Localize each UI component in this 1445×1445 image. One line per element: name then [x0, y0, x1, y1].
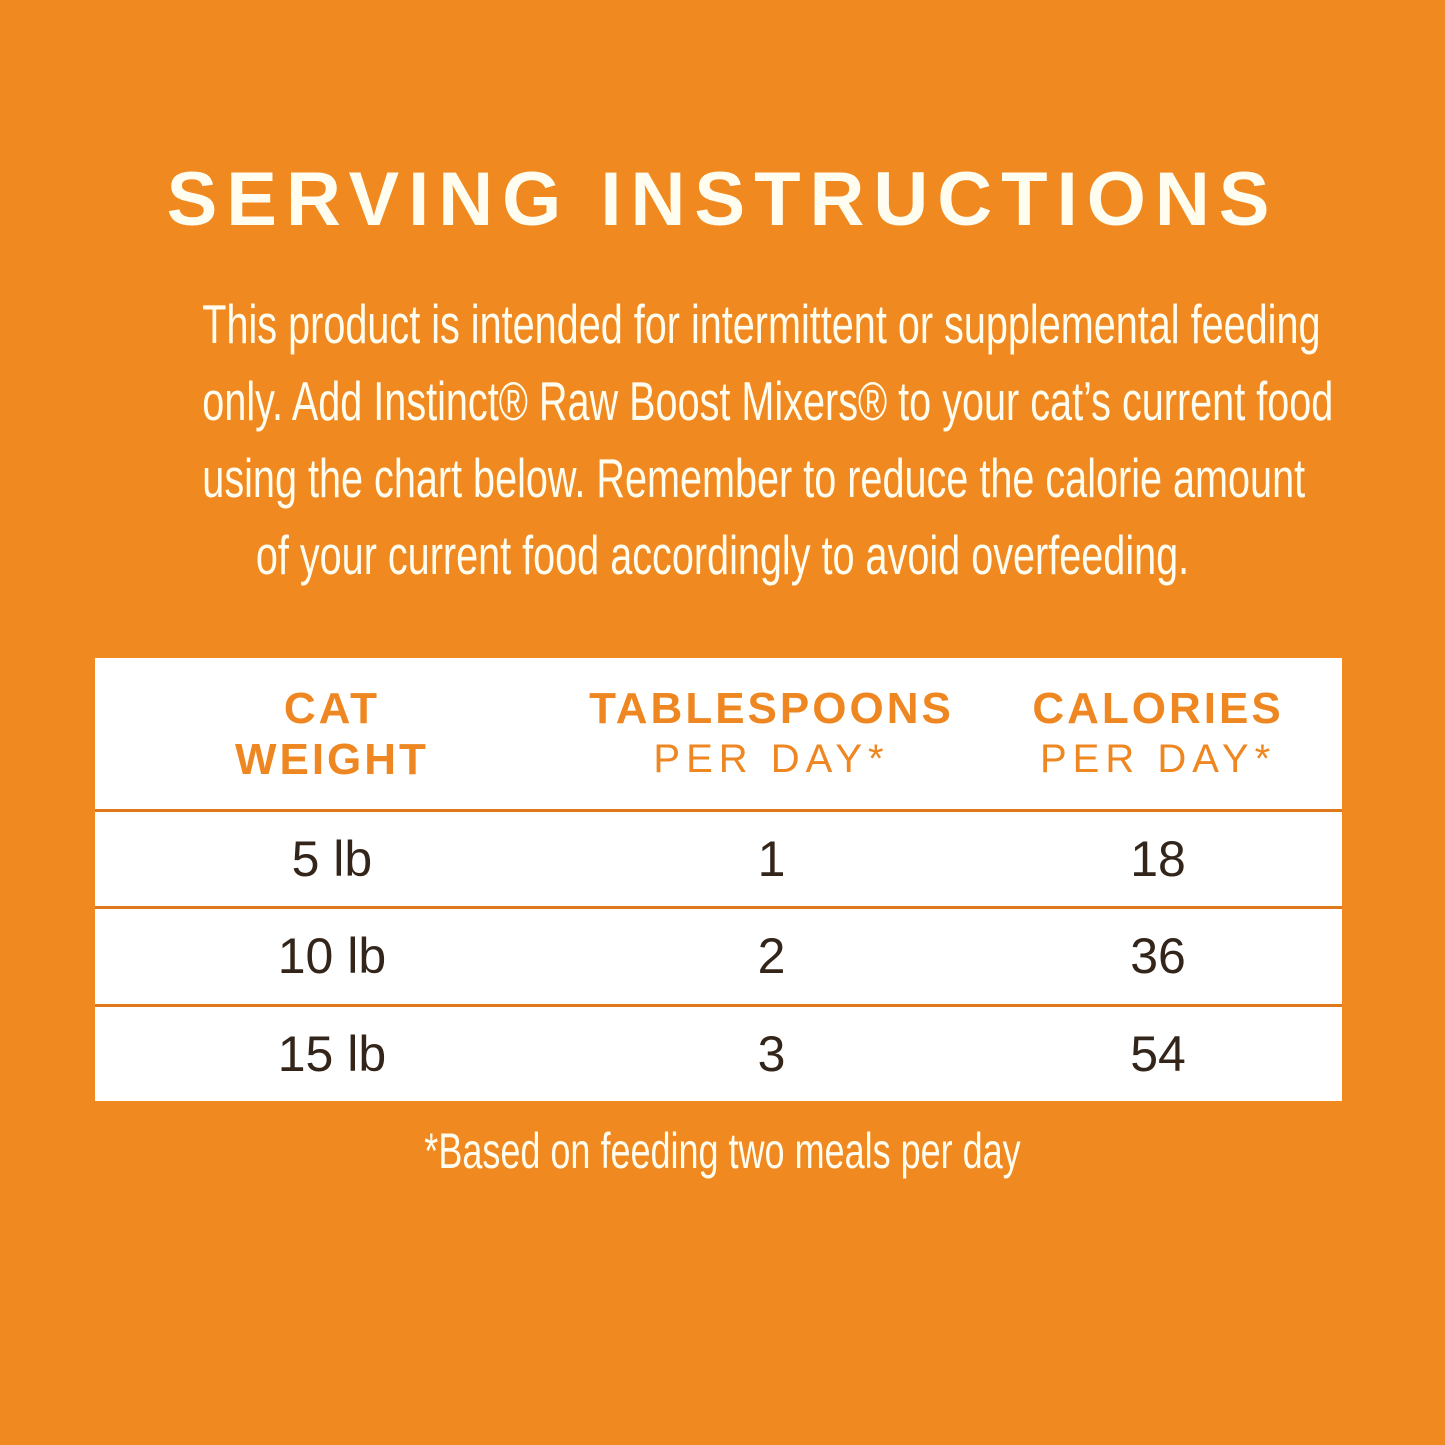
- cell-calories-per-day: 36: [1130, 928, 1186, 985]
- column-header-sublabel: PER DAY*: [653, 736, 890, 781]
- cell-calories-per-day: 54: [1130, 1025, 1186, 1082]
- feeding-chart-table: CAT WEIGHT TABLESPOONS PER DAY* CALORIES…: [95, 658, 1342, 1101]
- column-header-label: TABLESPOONS: [589, 683, 954, 733]
- column-header-label: CALORIES: [1032, 683, 1284, 733]
- intro-paragraph: This product is intended for intermitten…: [0, 286, 1445, 594]
- column-header-cat-weight: CAT WEIGHT: [95, 683, 569, 785]
- table-row: 15 lb 3 54: [95, 1003, 1342, 1101]
- intro-line: using the chart below. Remember to reduc…: [202, 447, 1306, 509]
- column-header-tablespoons-per-day: TABLESPOONS PER DAY*: [569, 683, 974, 785]
- table-row: 10 lb 2 36: [95, 906, 1342, 1003]
- intro-line: of your current food accordingly to avoi…: [255, 524, 1190, 586]
- table-header-row: CAT WEIGHT TABLESPOONS PER DAY* CALORIES…: [95, 658, 1342, 812]
- cell-tablespoons-per-day: 2: [757, 928, 786, 985]
- intro-line: This product is intended for intermitten…: [202, 293, 1321, 355]
- cell-cat-weight: 10 lb: [277, 928, 387, 985]
- table-row: 5 lb 1 18: [95, 812, 1342, 906]
- cell-cat-weight: 15 lb: [277, 1025, 387, 1082]
- column-header-sublabel: PER DAY*: [1039, 736, 1277, 781]
- cell-tablespoons-per-day: 3: [757, 1025, 786, 1082]
- column-header-calories-per-day: CALORIES PER DAY*: [974, 683, 1342, 785]
- cell-tablespoons-per-day: 1: [757, 831, 786, 888]
- page-title: SERVING INSTRUCTIONS: [166, 157, 1279, 242]
- cell-calories-per-day: 18: [1130, 831, 1186, 888]
- intro-line: only. Add Instinct® Raw Boost Mixers® to…: [202, 370, 1334, 432]
- cell-cat-weight: 5 lb: [291, 831, 373, 888]
- column-header-label: CAT: [283, 683, 381, 733]
- footnote: *Based on feeding two meals per day: [424, 1123, 1021, 1179]
- column-header-label: WEIGHT: [234, 734, 429, 784]
